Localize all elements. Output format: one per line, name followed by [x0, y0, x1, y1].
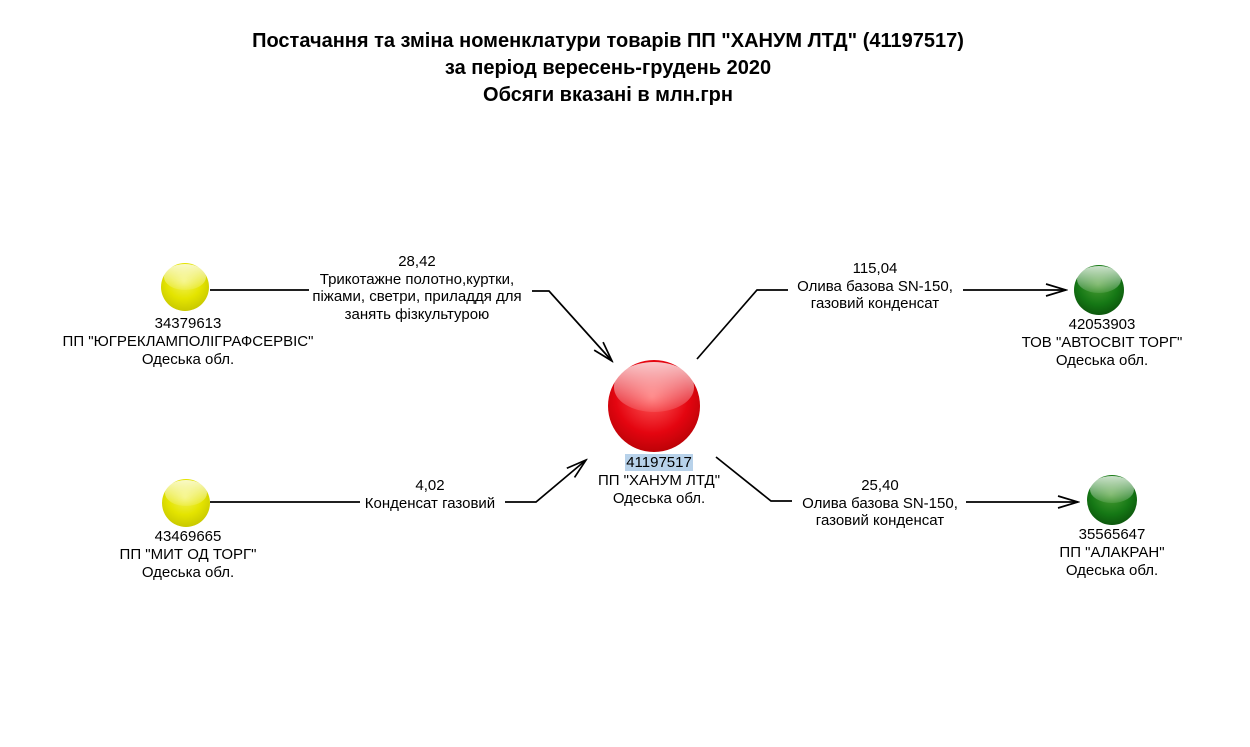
edge-line-34379613-41197517-right: [532, 290, 612, 361]
edge-goods-line: газовий конденсат: [815, 512, 945, 529]
company-code: 42053903: [1068, 316, 1136, 333]
company-code-selected: 41197517: [509, 454, 809, 472]
edge-goods-line: Олива базова SN-150,: [802, 494, 958, 512]
edge-value: 25,40: [861, 477, 899, 494]
edge-value: 115,04: [852, 260, 898, 277]
company-name: ПП "АЛАКРАН": [1059, 544, 1165, 561]
edge-line-41197517-42053903-left: [696, 289, 788, 360]
company-code: 34379613: [154, 315, 222, 332]
company-sphere-green[interactable]: [1074, 265, 1124, 315]
company-code: 43469665: [154, 528, 222, 545]
edge-value: 4,02: [415, 477, 445, 494]
node-buyer-35565647[interactable]: 35565647 ПП "АЛАКРАН" Одеська обл.: [962, 475, 1250, 585]
company-sphere-yellow[interactable]: [161, 263, 209, 311]
company-region: Одеська обл.: [141, 351, 235, 368]
company-sphere-yellow[interactable]: [162, 479, 210, 527]
edge-label-41197517-42053903: 115,04 Олива базова SN-150, газовий конд…: [775, 260, 975, 313]
edge-goods-line: занять фізкультурою: [344, 305, 490, 323]
node-buyer-42053903[interactable]: 42053903 ТОВ "АВТОСВІТ ТОРГ" Одеська обл…: [952, 265, 1250, 375]
company-region: Одеська обл.: [141, 564, 235, 581]
edge-label-41197517-35565647: 25,40 Олива базова SN-150, газовий конде…: [780, 477, 980, 530]
diagram-title: Постачання та зміна номенклатури товарів…: [0, 28, 1216, 109]
node-supplier-34379613[interactable]: 34379613 ПП "ЮГРЕКЛАМПОЛІГРАФСЕРВІС" Оде…: [28, 263, 348, 373]
company-name: ТОВ "АВТОСВІТ ТОРГ": [1021, 334, 1183, 351]
company-region: Одеська обл.: [612, 490, 706, 507]
company-name: ПП "ХАНУМ ЛТД": [597, 472, 721, 489]
edge-line-43469665-41197517-right: [505, 460, 586, 503]
company-region: Одеська обл.: [1065, 562, 1159, 579]
company-sphere-green[interactable]: [1087, 475, 1137, 525]
company-region: Одеська обл.: [1055, 352, 1149, 369]
edge-goods-line: газовий конденсат: [810, 295, 940, 312]
selection-highlight: 41197517: [625, 454, 693, 471]
edge-value: 28,42: [398, 253, 436, 270]
edge-label-43469665-41197517: 4,02 Конденсат газовий: [330, 477, 530, 512]
company-code: 35565647: [1078, 526, 1146, 543]
title-line-3: Обсяги вказані в млн.грн: [483, 84, 733, 106]
node-central-41197517[interactable]: 41197517 ПП "ХАНУМ ЛТД" Одеська обл.: [509, 360, 809, 515]
title-line-2: за період вересень-грудень 2020: [444, 57, 772, 79]
company-sphere-red[interactable]: [608, 360, 700, 452]
edge-label-34379613-41197517: 28,42 Трикотажне полотно,куртки, піжами,…: [297, 253, 537, 323]
edge-line-41197517-35565647-left: [715, 456, 792, 502]
title-line-1: Постачання та зміна номенклатури товарів…: [252, 30, 964, 52]
edge-goods-line: Трикотажне полотно,куртки,: [319, 270, 515, 288]
edge-goods-line: Олива базова SN-150,: [797, 277, 953, 295]
company-name: ПП "МИТ ОД ТОРГ": [119, 546, 257, 563]
node-supplier-43469665[interactable]: 43469665 ПП "МИТ ОД ТОРГ" Одеська обл.: [28, 479, 348, 589]
edge-goods-line: піжами, светри, приладдя для: [312, 288, 522, 305]
company-name: ПП "ЮГРЕКЛАМПОЛІГРАФСЕРВІС": [62, 333, 314, 350]
edge-goods-line: Конденсат газовий: [364, 494, 496, 512]
